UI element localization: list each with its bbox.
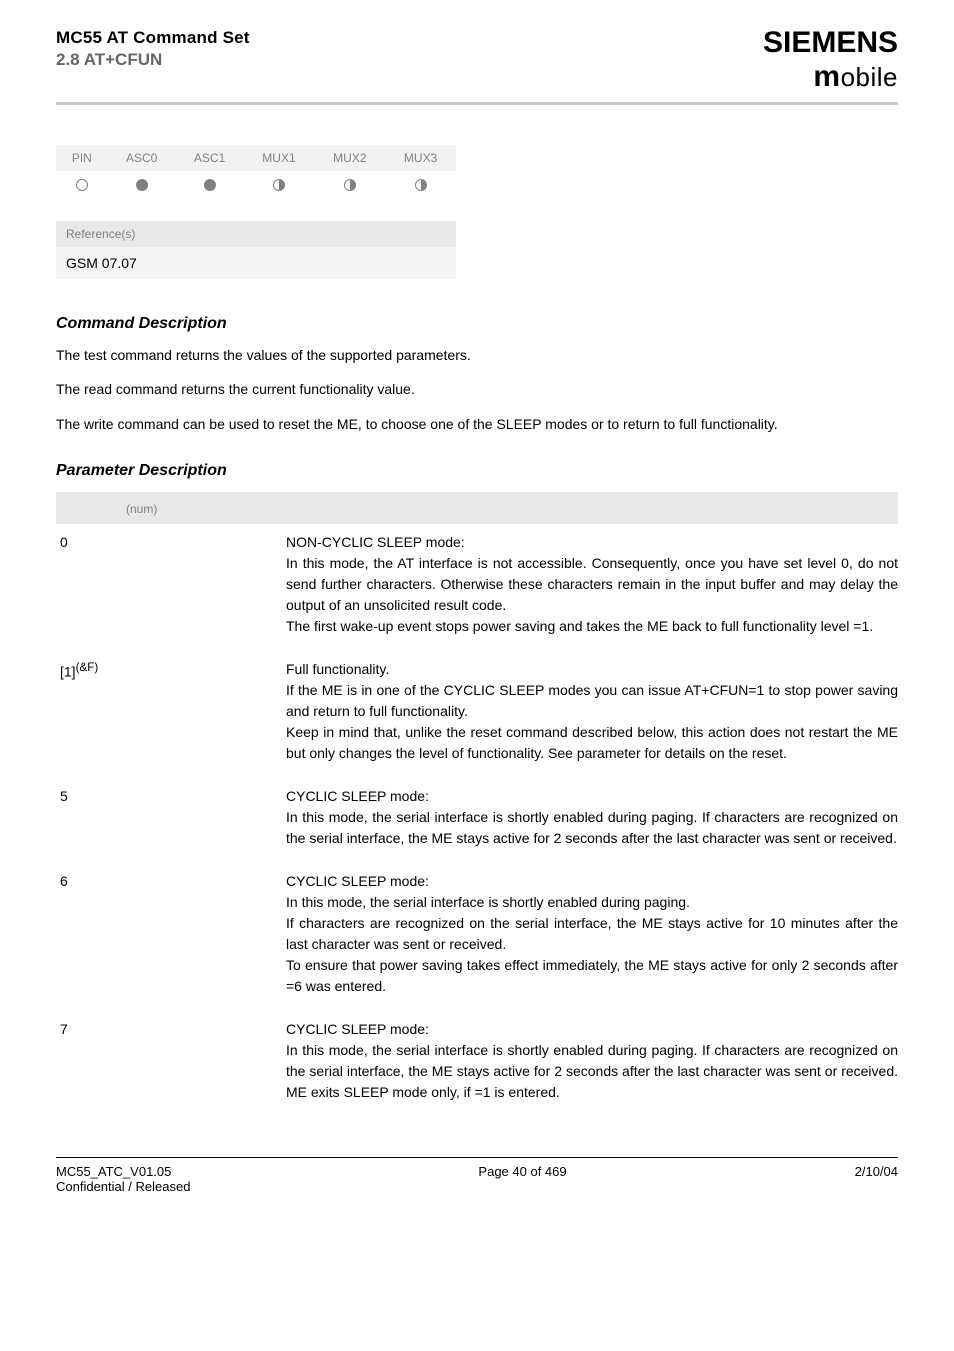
header-rule (56, 102, 898, 105)
param-desc: NON-CYCLIC SLEEP mode:In this mode, the … (286, 524, 898, 651)
circle-icon (344, 179, 356, 191)
param-desc: Full functionality.If the ME is in one o… (286, 651, 898, 778)
param-key: 7 (56, 1011, 286, 1117)
circle-icon (136, 179, 148, 191)
cmd-desc-p1: The test command returns the values of t… (56, 345, 898, 365)
param-desc: CYCLIC SLEEP mode:In this mode, the seri… (286, 1011, 898, 1117)
footer-left: MC55_ATC_V01.05 Confidential / Released (56, 1164, 190, 1194)
pin-val-5 (385, 171, 456, 197)
param-key: 0 (56, 524, 286, 651)
page: MC55 AT Command Set 2.8 AT+CFUN SIEMENS … (0, 0, 954, 1218)
pin-header-asc0: ASC0 (108, 145, 176, 171)
param-row: 7CYCLIC SLEEP mode:In this mode, the ser… (56, 1011, 898, 1117)
param-key: 5 (56, 778, 286, 863)
pin-val-4 (314, 171, 385, 197)
parameter-description-heading: Parameter Description (56, 462, 898, 480)
pin-header-pin: PIN (56, 145, 108, 171)
pin-header-mux2: MUX2 (314, 145, 385, 171)
header: MC55 AT Command Set 2.8 AT+CFUN SIEMENS … (56, 28, 898, 94)
pin-val-2 (176, 171, 244, 197)
logo-bottom: mobile (763, 60, 898, 94)
logo-rest: obile (841, 62, 898, 92)
param-key: [1](&F) (56, 651, 286, 778)
footer-right: 2/10/04 (855, 1164, 898, 1194)
param-row: [1](&F)Full functionality.If the ME is i… (56, 651, 898, 778)
doc-title: MC55 AT Command Set (56, 28, 250, 48)
footer-rule (56, 1157, 898, 1158)
header-left: MC55 AT Command Set 2.8 AT+CFUN (56, 28, 250, 70)
param-desc: CYCLIC SLEEP mode:In this mode, the seri… (286, 778, 898, 863)
circle-icon (273, 179, 285, 191)
logo-m: m (813, 60, 840, 93)
reference-value: GSM 07.07 (56, 247, 456, 279)
footer: MC55_ATC_V01.05 Confidential / Released … (56, 1157, 898, 1194)
logo-top: SIEMENS (763, 28, 898, 58)
pin-table-header-row: PIN ASC0 ASC1 MUX1 MUX2 MUX3 (56, 145, 456, 171)
param-row: 0NON-CYCLIC SLEEP mode:In this mode, the… (56, 524, 898, 651)
cmd-desc-p2: The read command returns the current fun… (56, 379, 898, 399)
cmd-desc-p3: The write command can be used to reset t… (56, 414, 898, 434)
pin-val-1 (108, 171, 176, 197)
param-desc: CYCLIC SLEEP mode:In this mode, the seri… (286, 863, 898, 1011)
footer-row: MC55_ATC_V01.05 Confidential / Released … (56, 1164, 898, 1194)
param-table: (num) 0NON-CYCLIC SLEEP mode:In this mod… (56, 492, 898, 1117)
pin-header-mux1: MUX1 (244, 145, 315, 171)
pin-header-mux3: MUX3 (385, 145, 456, 171)
pin-val-0 (56, 171, 108, 197)
circle-icon (415, 179, 427, 191)
footer-center: Page 40 of 469 (478, 1164, 566, 1194)
command-description-heading: Command Description (56, 315, 898, 333)
pin-table-value-row (56, 171, 456, 197)
param-row: 5CYCLIC SLEEP mode:In this mode, the ser… (56, 778, 898, 863)
pin-val-3 (244, 171, 315, 197)
param-key: 6 (56, 863, 286, 1011)
param-num-row: (num) (56, 492, 898, 524)
pin-table: PIN ASC0 ASC1 MUX1 MUX2 MUX3 (56, 145, 456, 197)
footer-left2: Confidential / Released (56, 1179, 190, 1194)
circle-icon (204, 179, 216, 191)
reference-label: Reference(s) (56, 221, 456, 247)
siemens-logo: SIEMENS mobile (763, 28, 898, 94)
circle-icon (76, 179, 88, 191)
pin-header-asc1: ASC1 (176, 145, 244, 171)
footer-left1: MC55_ATC_V01.05 (56, 1164, 190, 1179)
doc-subtitle: 2.8 AT+CFUN (56, 50, 250, 70)
param-row: 6CYCLIC SLEEP mode:In this mode, the ser… (56, 863, 898, 1011)
param-num-label: (num) (56, 492, 898, 524)
reference-box: Reference(s) GSM 07.07 (56, 221, 456, 279)
